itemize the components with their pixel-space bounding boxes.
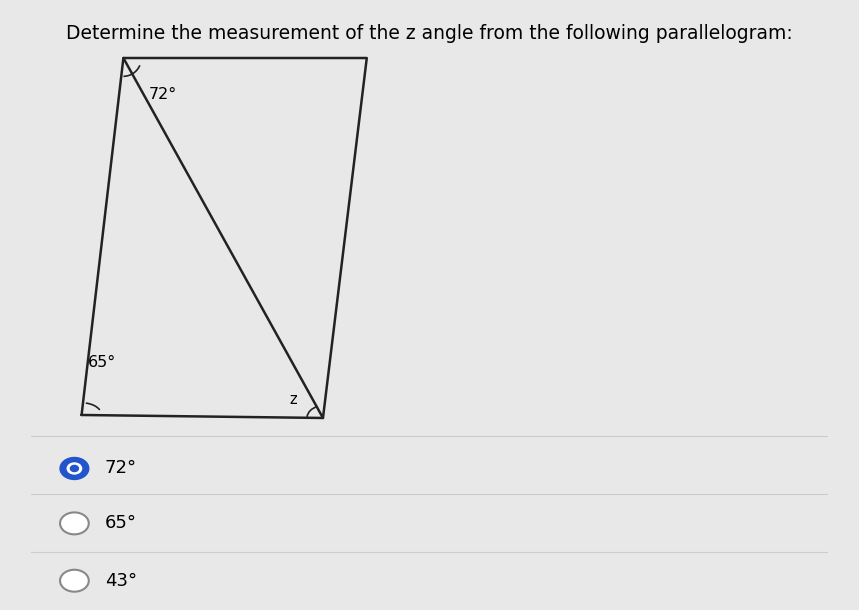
Text: 65°: 65°: [88, 356, 116, 370]
Text: 72°: 72°: [149, 87, 177, 102]
Text: 65°: 65°: [105, 514, 137, 533]
Circle shape: [67, 463, 82, 474]
Text: Determine the measurement of the z angle from the following parallelogram:: Determine the measurement of the z angle…: [66, 24, 793, 43]
Text: 43°: 43°: [105, 572, 137, 590]
Text: z: z: [289, 392, 297, 407]
Circle shape: [60, 458, 88, 479]
Text: 72°: 72°: [105, 459, 137, 478]
Circle shape: [60, 512, 88, 534]
Circle shape: [70, 465, 78, 472]
Circle shape: [60, 570, 88, 592]
